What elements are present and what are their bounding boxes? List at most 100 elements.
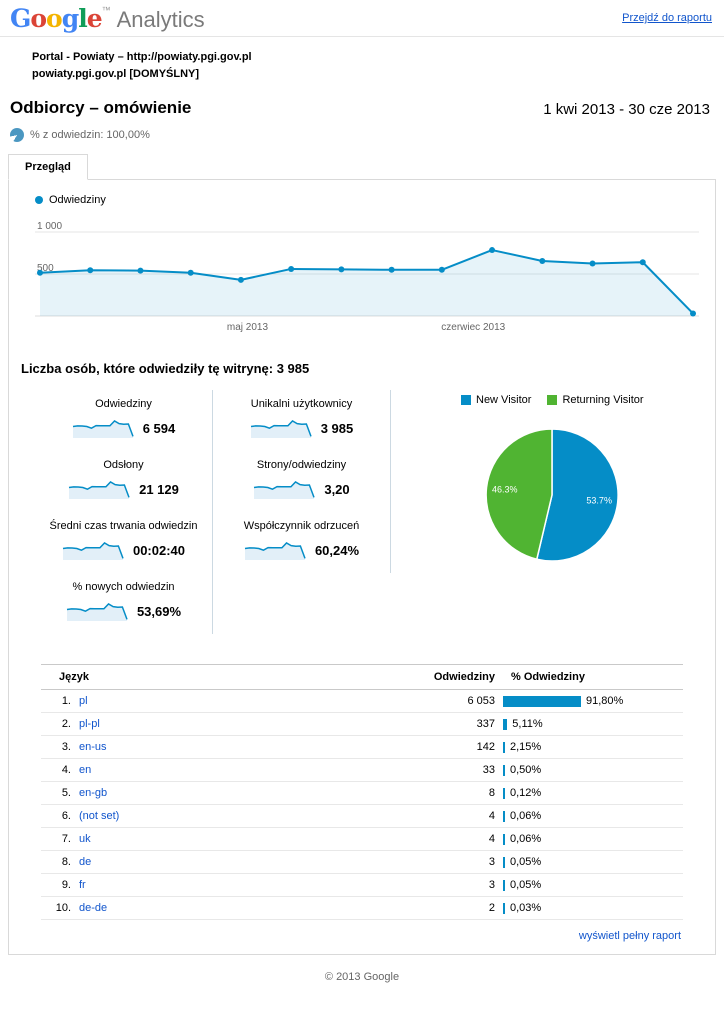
language-link[interactable]: pl xyxy=(79,695,88,707)
row-language-cell: de xyxy=(75,850,399,874)
language-link[interactable]: en-gb xyxy=(79,787,108,799)
metric-body: 6 594 xyxy=(35,417,212,439)
metric-value: 60,24% xyxy=(314,542,360,558)
metric-card-3: Strony/odwiedziny 3,20 xyxy=(213,451,391,512)
date-range: 1 kwi 2013 - 30 cze 2013 xyxy=(543,101,710,118)
row-rank: 1. xyxy=(41,689,75,713)
metric-value: 3 985 xyxy=(320,420,354,436)
language-link[interactable]: de xyxy=(79,856,92,868)
row-language-cell: fr xyxy=(75,873,399,897)
row-language-cell: de-de xyxy=(75,896,399,920)
percent-value: 0,12% xyxy=(510,787,542,799)
language-link[interactable]: (not set) xyxy=(79,810,120,822)
row-language-cell: en-us xyxy=(75,735,399,759)
metrics-grid: Odwiedziny 6 594 Unikalni użytkownicy 3 985… xyxy=(35,390,391,634)
row-rank: 10. xyxy=(41,896,75,920)
metric-body: 3,20 xyxy=(213,478,390,500)
visits-value: 3 xyxy=(399,850,499,874)
summary-row: Odwiedziny 6 594 Unikalni użytkownicy 3 985… xyxy=(9,390,715,634)
trademark-symbol: ™ xyxy=(101,5,111,15)
go-to-report-link[interactable]: Przejdź do raportu xyxy=(622,12,712,24)
percent-bar xyxy=(503,810,505,822)
title-row: Odbiorcy – omówienie 1 kwi 2013 - 30 cze… xyxy=(10,98,710,118)
legend-label: Returning Visitor xyxy=(562,394,644,406)
row-rank: 4. xyxy=(41,758,75,782)
legend-label: Odwiedziny xyxy=(49,194,106,206)
language-link[interactable]: en-us xyxy=(79,741,107,753)
percent-cell: 0,05% xyxy=(499,850,683,874)
table-row: 5. en-gb 8 0,12% xyxy=(41,781,683,805)
logo-letter: G xyxy=(10,4,31,33)
row-rank: 8. xyxy=(41,850,75,874)
chart-section: Odwiedziny 500 1 000 maj 2013 czerwiec 2013 xyxy=(9,180,715,339)
account-profile-line: powiaty.pgi.gov.pl [DOMYŚLNY] xyxy=(32,67,200,80)
row-rank: 2. xyxy=(41,712,75,736)
table-row: 7. uk 4 0,06% xyxy=(41,827,683,851)
percent-value: 91,80% xyxy=(586,695,624,707)
svg-text:maj 2013: maj 2013 xyxy=(227,322,269,333)
percent-bar xyxy=(503,695,581,707)
language-table: Język Odwiedziny % Odwiedziny 1. pl 6 053 9… xyxy=(41,664,683,920)
column-header-percent-visits[interactable]: % Odwiedziny xyxy=(499,664,683,690)
logo-letter: e xyxy=(86,4,103,33)
legend-dot-icon xyxy=(35,196,43,204)
table-row: 4. en 33 0,50% xyxy=(41,758,683,782)
language-link[interactable]: fr xyxy=(79,879,86,891)
column-header-language[interactable]: Język xyxy=(41,664,399,690)
google-logo-text: Google xyxy=(10,4,103,33)
metric-body: 60,24% xyxy=(213,539,390,561)
language-link[interactable]: en xyxy=(79,764,92,776)
view-full-report-link[interactable]: wyświetl pełny raport xyxy=(578,930,681,942)
pie-legend: New Visitor Returning Visitor xyxy=(461,394,644,406)
row-language-cell: pl-pl xyxy=(75,712,399,736)
table-row: 6. (not set) 4 0,06% xyxy=(41,804,683,828)
header: Google™ Analytics Przejdź do raportu xyxy=(0,0,724,37)
visitor-type-pie-chart: 53.7% 46.3% xyxy=(477,420,627,575)
account-info: Portal - Powiaty – http://powiaty.pgi.go… xyxy=(32,49,724,82)
table-header-row: Język Odwiedziny % Odwiedziny xyxy=(41,664,683,690)
sparkline-chart xyxy=(69,481,130,499)
visits-value: 8 xyxy=(399,781,499,805)
metric-body: 00:02:40 xyxy=(35,539,212,561)
metric-label: % nowych odwiedzin xyxy=(72,581,175,593)
percent-bar xyxy=(503,718,508,730)
metric-label: Odsłony xyxy=(103,459,144,471)
segment-label: % z odwiedzin: 100,00% xyxy=(30,129,150,141)
visits-line-chart: 500 1 000 maj 2013 czerwiec 2013 xyxy=(35,216,715,339)
row-language-cell: en-gb xyxy=(75,781,399,805)
row-language-cell: (not set) xyxy=(75,804,399,828)
percent-value: 0,06% xyxy=(510,833,542,845)
sparkline-chart xyxy=(244,542,306,560)
language-link[interactable]: pl-pl xyxy=(79,718,100,730)
percent-cell: 91,80% xyxy=(499,689,683,713)
sparkline-chart xyxy=(254,481,316,499)
sparkline-chart xyxy=(250,420,312,438)
svg-text:czerwiec 2013: czerwiec 2013 xyxy=(441,322,505,333)
sparkline-chart xyxy=(66,603,128,621)
percent-bar xyxy=(503,741,505,753)
visits-line-chart-svg: 500 1 000 maj 2013 czerwiec 2013 xyxy=(35,221,699,333)
row-rank: 5. xyxy=(41,781,75,805)
metric-card-6: % nowych odwiedzin 53,69% xyxy=(35,573,213,634)
metric-label: Unikalni użytkownicy xyxy=(250,398,353,410)
language-link[interactable]: uk xyxy=(79,833,91,845)
column-header-visits[interactable]: Odwiedziny xyxy=(399,664,499,690)
metric-value: 6 594 xyxy=(142,420,176,436)
tab-przeglad[interactable]: Przegląd xyxy=(8,154,88,180)
percent-bar xyxy=(503,833,505,845)
percent-cell: 0,05% xyxy=(499,873,683,897)
segment-pie-icon xyxy=(10,128,24,142)
percent-cell: 5,11% xyxy=(499,712,683,736)
account-property-line: Portal - Powiaty – http://powiaty.pgi.go… xyxy=(32,51,252,63)
percent-cell: 0,03% xyxy=(499,896,683,920)
table-row: 8. de 3 0,05% xyxy=(41,850,683,874)
table-row: 9. fr 3 0,05% xyxy=(41,873,683,897)
logo-letter: o xyxy=(46,4,63,33)
metric-card-2: Odsłony 21 129 xyxy=(35,451,213,512)
table-row: 10. de-de 2 0,03% xyxy=(41,896,683,920)
sparkline-chart xyxy=(72,420,134,438)
percent-bar xyxy=(503,856,505,868)
language-link[interactable]: de-de xyxy=(79,902,108,914)
metric-value: 00:02:40 xyxy=(132,542,186,558)
visits-value: 4 xyxy=(399,804,499,828)
